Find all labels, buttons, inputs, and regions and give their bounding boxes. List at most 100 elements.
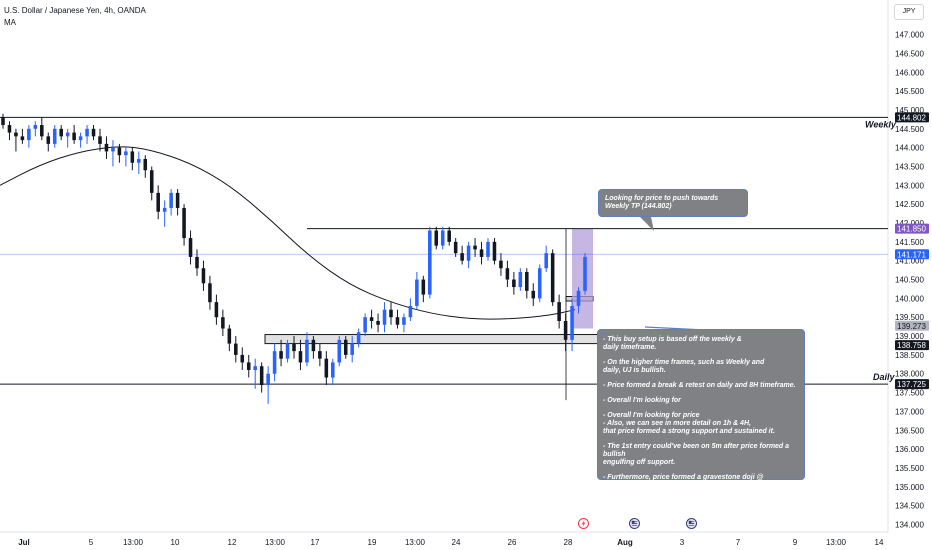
weekly-label: Weekly: [865, 119, 897, 129]
candle-body: [14, 132, 18, 137]
candle: [466, 241, 471, 269]
x-tick-label: Aug: [617, 538, 633, 547]
candle: [33, 121, 38, 137]
x-tick-label: Jul: [18, 538, 30, 547]
candle: [382, 302, 387, 333]
y-tick-label: 139.500: [895, 313, 924, 322]
candle-body: [434, 230, 439, 246]
y-tick-label: 141.000: [895, 257, 924, 266]
candle: [570, 298, 574, 352]
candle: [52, 125, 57, 148]
candle: [531, 283, 536, 306]
last-price-tag: 141.171: [897, 250, 926, 259]
candle-body: [512, 279, 516, 288]
candle: [305, 332, 309, 367]
candle: [428, 226, 432, 299]
candle: [402, 313, 406, 333]
candle: [343, 336, 348, 359]
candle: [104, 136, 109, 159]
zone-bottom-price-tag-bg: [895, 340, 929, 351]
x-tick-label: 7: [736, 538, 741, 547]
last-price-tag-bg: [895, 249, 929, 260]
candle: [214, 294, 219, 325]
earnings-flag-icon[interactable]: [686, 518, 697, 529]
tp-callout: Looking for price to push towards Weekly…: [598, 189, 748, 217]
candle-body: [175, 192, 180, 208]
candle-body: [389, 309, 393, 318]
analysis-line: - On the higher time frames, such as Wee…: [603, 359, 765, 374]
candle-body: [298, 351, 303, 363]
candle-body: [7, 125, 12, 133]
candle: [78, 132, 83, 148]
candle-body: [195, 256, 199, 269]
candle: [221, 309, 225, 337]
candle: [143, 155, 148, 178]
candle-body: [460, 253, 464, 261]
candle-body: [356, 332, 361, 344]
candle: [246, 354, 251, 378]
y-tick-label: 138.500: [895, 351, 924, 360]
weekly-price-tag-bg: [895, 112, 929, 123]
candle-body: [46, 136, 51, 144]
x-tick-label: 13:00: [265, 538, 286, 547]
candle: [447, 226, 451, 246]
y-tick-label: 134.500: [895, 502, 924, 511]
candle-body: [415, 279, 419, 306]
candle: [550, 249, 555, 306]
y-tick-label: 136.000: [895, 445, 924, 454]
tp-callout-pointer: [640, 217, 654, 231]
candle: [182, 204, 186, 246]
candle: [59, 125, 63, 141]
candle-body: [279, 351, 283, 359]
candle-body: [65, 132, 70, 137]
candle: [576, 287, 581, 314]
daily-price-tag-bg: [895, 379, 929, 390]
candle-body: [253, 366, 257, 370]
candle: [14, 128, 18, 152]
candle-body: [1, 117, 5, 126]
candle: [356, 328, 361, 348]
candle-body: [149, 170, 154, 193]
candle: [72, 125, 76, 144]
candle: [253, 358, 257, 389]
candle-body: [382, 309, 387, 325]
x-tick-label: 5: [89, 538, 94, 547]
candle-body: [272, 351, 277, 374]
candle: [434, 226, 439, 250]
candle-body: [292, 343, 296, 352]
candle-body: [505, 268, 510, 280]
candle-body: [331, 362, 335, 378]
candle: [175, 189, 180, 216]
y-tick-label: 135.000: [895, 483, 924, 492]
earnings-flag-icon[interactable]: [629, 518, 640, 529]
lightning-icon[interactable]: [578, 518, 589, 529]
y-tick-label: 134.000: [895, 520, 924, 529]
candle: [486, 238, 490, 261]
y-tick-label: 138.000: [895, 370, 924, 379]
candle-body: [182, 207, 186, 239]
x-tick-label: 3: [680, 538, 685, 547]
analysis-line: - Overall I'm looking for: [603, 397, 681, 404]
candle: [1, 113, 5, 129]
candle: [156, 185, 160, 220]
y-tick-label: 142.500: [895, 200, 924, 209]
candle: [324, 351, 329, 386]
currency-button[interactable]: JPY: [894, 4, 924, 20]
candle: [389, 302, 393, 325]
candle-body: [518, 272, 523, 288]
candle-body: [550, 253, 555, 303]
y-tick-label: 144.000: [895, 144, 924, 153]
y-tick-label: 135.500: [895, 464, 924, 473]
candle: [124, 147, 128, 167]
y-tick-label: 145.000: [895, 106, 924, 115]
y-tick-label: 144.500: [895, 125, 924, 134]
candle: [259, 362, 264, 393]
candle: [227, 324, 232, 352]
y-tick-label: 146.500: [895, 49, 924, 58]
weekly-price-tag: 144.802: [897, 113, 926, 122]
candle-body: [447, 230, 451, 242]
candle: [318, 343, 322, 367]
candle: [195, 249, 199, 276]
x-tick-label: 19: [368, 538, 377, 547]
